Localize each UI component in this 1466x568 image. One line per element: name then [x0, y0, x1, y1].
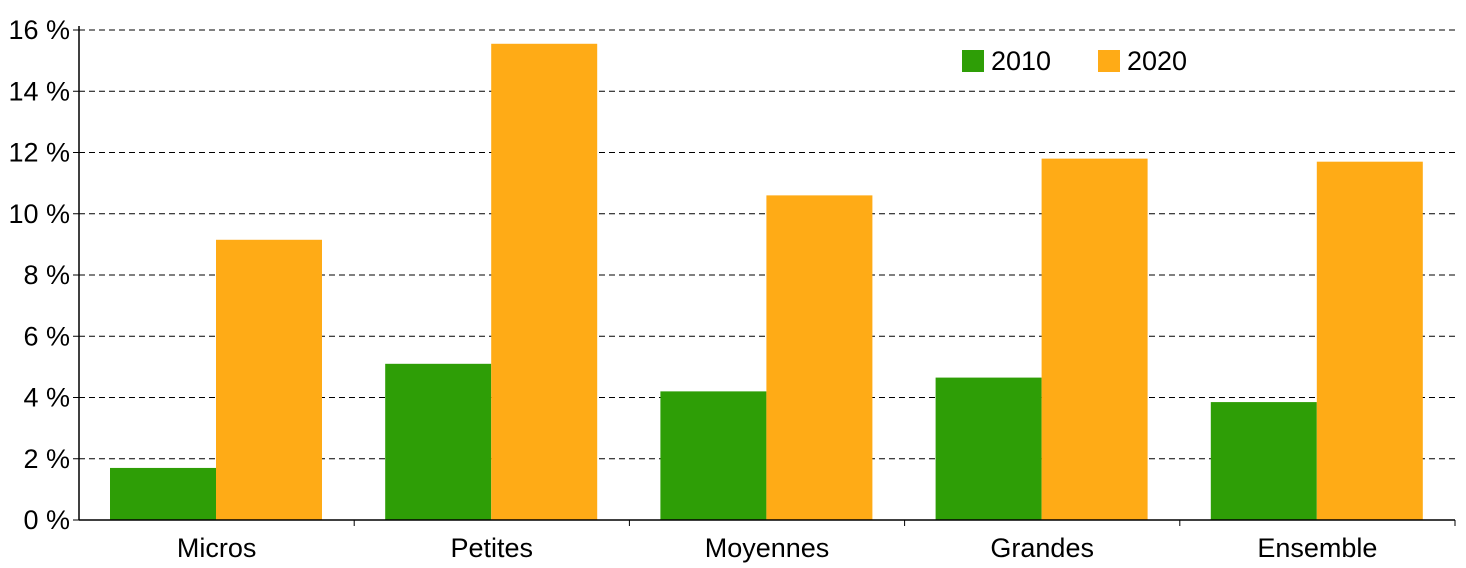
y-tick-label: 6 %	[23, 321, 70, 351]
bar-2010-grandes	[935, 377, 1042, 520]
y-tick-labels: 0 % 2 % 4 % 6 % 8 % 10 % 12 % 14 % 16 %	[8, 15, 70, 535]
y-tick-label: 2 %	[23, 444, 70, 474]
axes	[73, 26, 1456, 526]
x-tick-label: Micros	[177, 533, 257, 563]
y-tick-label: 10 %	[8, 199, 70, 229]
legend: 2010 2020	[962, 46, 1187, 76]
legend-label-2020: 2020	[1127, 46, 1187, 76]
bar-2020-micros	[216, 239, 322, 520]
x-tick-labels: Micros Petites Moyennes Grandes Ensemble	[177, 533, 1378, 563]
legend-label-2010: 2010	[991, 46, 1051, 76]
y-tick-label: 14 %	[8, 76, 70, 106]
y-tick-label: 8 %	[23, 260, 70, 290]
bar-2020-petites	[491, 43, 598, 520]
bar-2010-ensemble	[1210, 402, 1317, 520]
bar-2010-micros	[110, 467, 216, 520]
y-tick-label: 16 %	[8, 15, 70, 45]
y-tick-label: 0 %	[23, 505, 70, 535]
bar-2020-ensemble	[1316, 161, 1423, 520]
x-tick-label: Moyennes	[705, 533, 830, 563]
legend-swatch-2010	[962, 50, 984, 72]
bar-2020-moyennes	[766, 195, 873, 520]
x-tick-label: Petites	[451, 533, 534, 563]
x-tick-label: Grandes	[990, 533, 1094, 563]
y-tick-label: 12 %	[8, 138, 70, 168]
bar-2010-moyennes	[660, 391, 767, 520]
bar-2010-petites	[385, 363, 492, 520]
bars	[110, 43, 1423, 520]
y-tick-label: 4 %	[23, 383, 70, 413]
bar-2020-grandes	[1041, 158, 1148, 520]
legend-swatch-2020	[1098, 50, 1120, 72]
x-tick-label: Ensemble	[1257, 533, 1377, 563]
